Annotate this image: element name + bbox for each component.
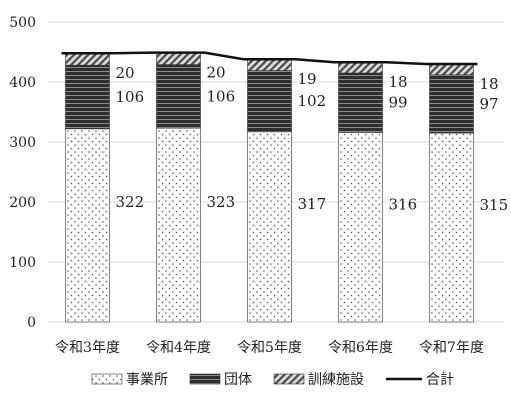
bar-segment-hatch [65,52,110,66]
bar-segment-stripes [247,70,292,133]
y-tick-label: 0 [27,315,36,331]
data-label: 316 [389,195,418,213]
legend: 事業所 団体 訓練施設 合計 [91,372,454,388]
data-label: 315 [480,196,509,214]
bar-segment-hatch [247,58,292,71]
y-tick-label: 400 [9,75,36,91]
data-label: 323 [207,193,236,211]
legend-label: 団体 [224,372,252,388]
data-label: 20 [207,64,226,82]
bar-segment-stripes [156,64,201,129]
bar-segment-dots [65,128,110,323]
x-category-label: 令和5年度 [237,340,302,356]
data-label: 18 [480,75,499,93]
bars [65,52,474,323]
legend-label: 事業所 [126,372,168,388]
legend-swatch-dots [91,373,123,385]
data-label: 19 [298,70,317,88]
data-label: 97 [480,95,499,113]
x-category-label: 令和4年度 [146,340,211,356]
legend-swatch-stripes [189,373,221,385]
bar-segment-dots [429,132,474,323]
bar-segment-stripes [338,72,383,133]
data-labels: 322 106 20 323 106 20 317 102 19 316 99 18 315 97 18 [116,64,509,214]
y-axis-ticks: 0 100 200 300 400 500 [9,15,36,331]
legend-label: 訓練施設 [308,372,364,388]
data-label: 322 [116,193,145,211]
data-label: 106 [116,88,145,106]
data-label: 317 [298,195,327,213]
bar-segment-stripes [65,64,110,130]
legend-swatch-hatch [273,373,305,385]
bar-segment-dots [247,131,292,323]
x-category-label: 令和3年度 [55,340,120,356]
x-category-label: 令和6年度 [328,340,393,356]
total-line [61,51,478,66]
legend-label: 合計 [426,372,454,388]
y-tick-label: 100 [9,255,36,271]
y-tick-label: 300 [9,135,36,151]
x-axis-categories: 令和3年度 令和4年度 令和5年度 令和6年度 令和7年度 [55,340,484,356]
bar-segment-dots [338,132,383,323]
data-label: 18 [389,73,408,91]
data-label: 20 [116,64,135,82]
bar-segment-hatch [429,63,474,76]
data-label: 102 [298,92,327,110]
bar-segment-hatch [156,52,201,65]
y-tick-label: 200 [9,195,36,211]
y-tick-label: 500 [9,15,36,31]
bar-segment-dots [156,127,201,323]
data-label: 106 [207,87,236,105]
total-line-series [61,51,478,66]
data-label: 99 [389,94,408,112]
bar-segment-hatch [338,61,383,74]
x-category-label: 令和7年度 [419,340,484,356]
bar-segment-stripes [429,74,474,134]
